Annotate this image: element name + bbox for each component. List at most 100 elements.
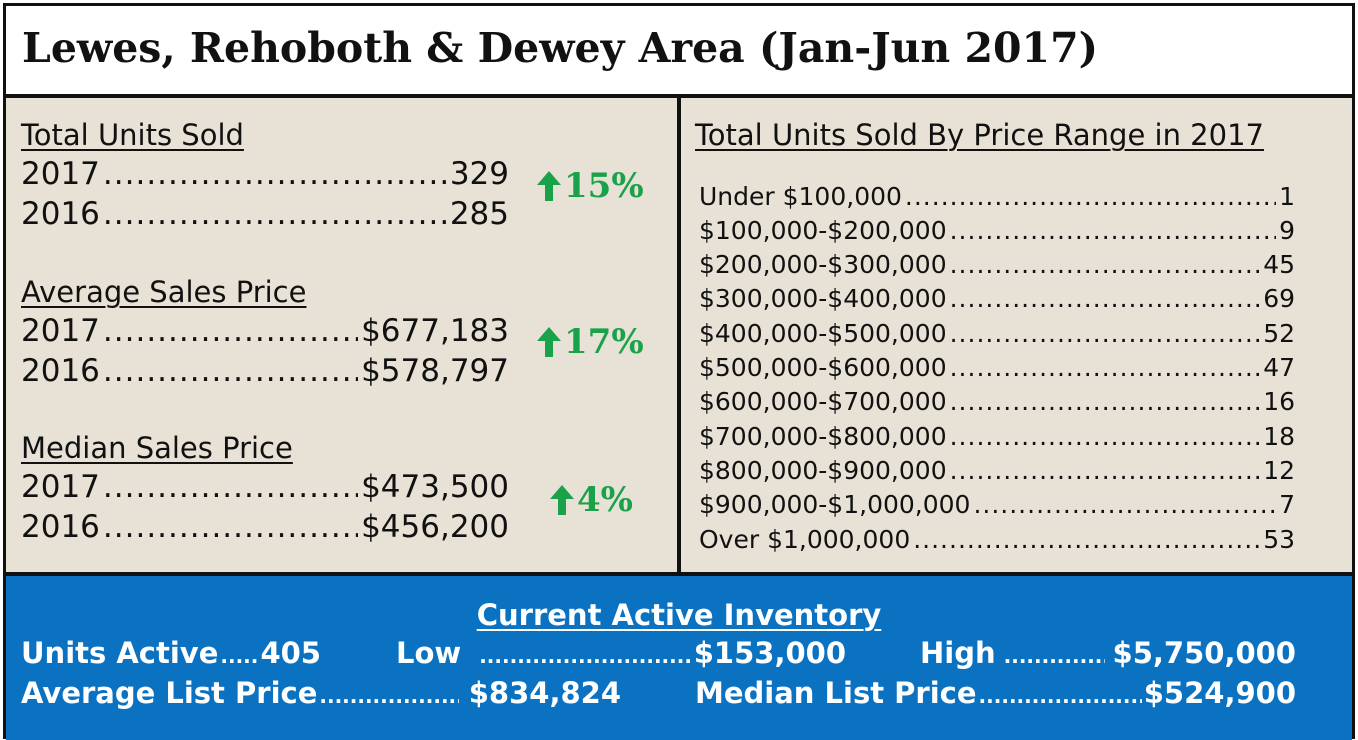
median-list-value: $524,900 bbox=[1143, 676, 1296, 710]
inventory-heading: Current Active Inventory bbox=[6, 598, 1352, 632]
inventory-heading-text: Current Active Inventory bbox=[476, 598, 882, 632]
change-badge-units: 15% bbox=[536, 166, 644, 206]
price-range-panel: Total Units Sold By Price Range in 2017 … bbox=[681, 98, 1352, 572]
leader-dots bbox=[905, 182, 1276, 211]
stat-year: 2016 bbox=[21, 196, 100, 232]
price-range-label: $600,000-$700,000 bbox=[699, 387, 947, 416]
stat-row: 2016 $456,200 bbox=[21, 509, 509, 545]
price-range-count: 69 bbox=[1263, 284, 1295, 313]
low-value: $153,000 bbox=[693, 636, 846, 670]
leader-dots bbox=[103, 156, 447, 192]
price-range-row: Over $1,000,000 53 bbox=[699, 525, 1295, 554]
change-value: 15% bbox=[564, 166, 644, 206]
high-price-row: High $5,750,000 bbox=[920, 636, 1296, 670]
section-heading-average-price: Average Sales Price bbox=[21, 275, 307, 309]
price-range-row: Under $100,000 1 bbox=[699, 182, 1295, 211]
price-range-count: 9 bbox=[1279, 216, 1295, 245]
units-active-label: Units Active bbox=[21, 636, 219, 670]
stat-row: 2017 $677,183 bbox=[21, 313, 509, 349]
price-range-label: $100,000-$200,000 bbox=[699, 216, 947, 245]
low-label: Low bbox=[396, 636, 462, 670]
sales-stats-panel: Total Units Sold 2017 329 2016 285 15% A… bbox=[6, 98, 681, 572]
leader-dots bbox=[103, 469, 358, 505]
arrow-up-icon bbox=[537, 327, 561, 357]
leader-dots bbox=[950, 387, 1261, 416]
stat-year: 2017 bbox=[21, 313, 100, 349]
stat-year: 2017 bbox=[21, 156, 100, 192]
stat-row: 2016 285 bbox=[21, 196, 509, 232]
change-badge-average: 17% bbox=[536, 322, 644, 362]
leader-dots bbox=[950, 422, 1261, 451]
leader-dots bbox=[950, 456, 1261, 485]
price-range-heading: Total Units Sold By Price Range in 2017 bbox=[695, 118, 1264, 152]
stat-year: 2017 bbox=[21, 469, 100, 505]
leader-dots bbox=[913, 525, 1260, 554]
price-range-label: $200,000-$300,000 bbox=[699, 250, 947, 279]
price-range-label: $800,000-$900,000 bbox=[699, 456, 947, 485]
stat-value: $473,500 bbox=[361, 469, 509, 505]
low-price-row: Low $153,000 bbox=[396, 636, 846, 670]
price-range-count: 7 bbox=[1279, 490, 1295, 519]
units-active-row: Units Active 405 bbox=[21, 636, 321, 670]
price-range-count: 52 bbox=[1263, 319, 1295, 348]
average-list-value: $834,824 bbox=[468, 676, 621, 710]
average-list-price-row: Average List Price $834,824 bbox=[21, 676, 621, 710]
leader-dots bbox=[220, 644, 258, 668]
change-value: 17% bbox=[564, 322, 644, 362]
stat-value: $578,797 bbox=[361, 353, 509, 389]
price-range-row: $200,000-$300,000 45 bbox=[699, 250, 1295, 279]
change-badge-median: 4% bbox=[549, 480, 633, 520]
price-range-row: $300,000-$400,000 69 bbox=[699, 284, 1295, 313]
price-range-count: 45 bbox=[1263, 250, 1295, 279]
price-range-count: 18 bbox=[1263, 422, 1295, 451]
leader-dots bbox=[103, 353, 358, 389]
price-range-row: $800,000-$900,000 12 bbox=[699, 456, 1295, 485]
leader-dots bbox=[973, 490, 1276, 519]
price-range-count: 47 bbox=[1263, 353, 1295, 382]
price-range-row: $100,000-$200,000 9 bbox=[699, 216, 1295, 245]
leader-dots bbox=[979, 684, 1142, 708]
report-card: Lewes, Rehoboth & Dewey Area (Jan-Jun 20… bbox=[3, 3, 1355, 740]
price-range-row: $600,000-$700,000 16 bbox=[699, 387, 1295, 416]
price-range-label: $500,000-$600,000 bbox=[699, 353, 947, 382]
stat-year: 2016 bbox=[21, 509, 100, 545]
stat-value: $677,183 bbox=[361, 313, 509, 349]
leader-dots bbox=[103, 313, 358, 349]
average-list-label: Average List Price bbox=[21, 676, 318, 710]
change-value: 4% bbox=[577, 480, 633, 520]
price-range-row: $900,000-$1,000,000 7 bbox=[699, 490, 1295, 519]
price-range-label: $400,000-$500,000 bbox=[699, 319, 947, 348]
stat-year: 2016 bbox=[21, 353, 100, 389]
price-range-row: $700,000-$800,000 18 bbox=[699, 422, 1295, 451]
leader-dots bbox=[950, 216, 1276, 245]
price-range-label: $700,000-$800,000 bbox=[699, 422, 947, 451]
stat-value: $456,200 bbox=[361, 509, 509, 545]
median-list-label: Median List Price bbox=[695, 676, 977, 710]
active-inventory-panel: Current Active Inventory Units Active 40… bbox=[6, 572, 1352, 740]
stat-value: 285 bbox=[449, 196, 509, 232]
price-range-count: 1 bbox=[1279, 182, 1295, 211]
stat-row: 2016 $578,797 bbox=[21, 353, 509, 389]
high-label: High bbox=[920, 636, 996, 670]
leader-dots bbox=[950, 284, 1261, 313]
leader-dots bbox=[103, 196, 447, 232]
leader-dots bbox=[103, 509, 358, 545]
price-range-count: 16 bbox=[1263, 387, 1295, 416]
leader-dots bbox=[950, 319, 1261, 348]
price-range-label: $300,000-$400,000 bbox=[699, 284, 947, 313]
leader-dots bbox=[1004, 644, 1105, 668]
section-heading-total-units: Total Units Sold bbox=[21, 118, 244, 152]
price-range-row: $500,000-$600,000 47 bbox=[699, 353, 1295, 382]
stat-value: 329 bbox=[449, 156, 509, 192]
price-range-count: 53 bbox=[1263, 525, 1295, 554]
arrow-up-icon bbox=[550, 485, 574, 515]
arrow-up-icon bbox=[537, 171, 561, 201]
price-range-label: Under $100,000 bbox=[699, 182, 902, 211]
price-range-row: $400,000-$500,000 52 bbox=[699, 319, 1295, 348]
price-range-label: Over $1,000,000 bbox=[699, 525, 911, 554]
page-title: Lewes, Rehoboth & Dewey Area (Jan-Jun 20… bbox=[22, 24, 1099, 72]
title-bar: Lewes, Rehoboth & Dewey Area (Jan-Jun 20… bbox=[6, 6, 1352, 98]
section-heading-median-price: Median Sales Price bbox=[21, 431, 293, 465]
stat-row: 2017 $473,500 bbox=[21, 469, 509, 505]
price-range-count: 12 bbox=[1263, 456, 1295, 485]
